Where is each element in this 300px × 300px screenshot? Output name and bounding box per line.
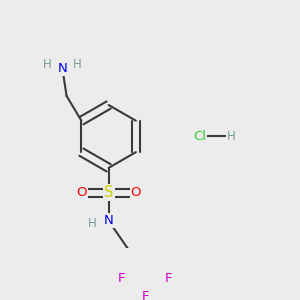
- Text: F: F: [164, 272, 172, 285]
- Text: O: O: [131, 186, 141, 199]
- Text: H: H: [88, 217, 97, 230]
- Text: N: N: [58, 62, 67, 75]
- Text: F: F: [141, 290, 149, 300]
- Text: F: F: [118, 272, 126, 285]
- Text: H: H: [43, 58, 52, 71]
- Text: H: H: [227, 130, 236, 143]
- Text: H: H: [73, 58, 82, 71]
- Text: Cl: Cl: [193, 130, 206, 143]
- Text: N: N: [104, 214, 113, 227]
- Text: O: O: [76, 186, 87, 199]
- Text: S: S: [104, 185, 113, 200]
